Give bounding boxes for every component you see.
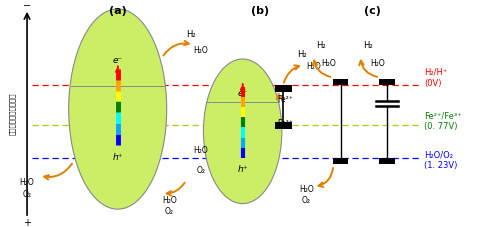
Text: H₂O: H₂O bbox=[20, 178, 34, 187]
Bar bbox=[274, 122, 291, 129]
Text: Fe²⁺: Fe²⁺ bbox=[277, 94, 293, 104]
Text: H₂O: H₂O bbox=[299, 185, 314, 194]
Bar bbox=[380, 79, 395, 85]
Text: H₂O: H₂O bbox=[194, 146, 208, 155]
Text: O₂: O₂ bbox=[196, 166, 205, 175]
Ellipse shape bbox=[68, 9, 166, 209]
Text: Fe²⁺/Fe³⁺
(0. 77V): Fe²⁺/Fe³⁺ (0. 77V) bbox=[424, 111, 462, 131]
Text: H₂O: H₂O bbox=[194, 46, 208, 55]
Text: H₂: H₂ bbox=[363, 41, 372, 50]
Text: (a): (a) bbox=[109, 6, 126, 16]
Text: (c): (c) bbox=[364, 6, 381, 16]
Bar bbox=[333, 79, 348, 85]
Bar bbox=[333, 158, 348, 164]
Text: h⁺: h⁺ bbox=[238, 165, 248, 174]
Text: h⁺: h⁺ bbox=[112, 153, 123, 163]
Text: H₂: H₂ bbox=[186, 30, 196, 39]
Text: O₂: O₂ bbox=[164, 207, 173, 216]
Text: H₂O: H₂O bbox=[321, 59, 336, 68]
Text: H₂O/O₂
(1. 23V): H₂O/O₂ (1. 23V) bbox=[424, 150, 458, 170]
Text: H₂O: H₂O bbox=[370, 59, 385, 68]
Text: H₂O: H₂O bbox=[162, 196, 176, 205]
Text: −: − bbox=[23, 1, 31, 11]
Text: +: + bbox=[23, 217, 31, 227]
Text: H₂: H₂ bbox=[296, 50, 306, 59]
Text: Fe³⁺: Fe³⁺ bbox=[277, 119, 293, 128]
Text: H₂O: H₂O bbox=[306, 62, 321, 71]
Bar bbox=[274, 85, 291, 92]
Text: 酸化還元ポテンシャル: 酸化還元ポテンシャル bbox=[9, 92, 16, 135]
Text: e⁻: e⁻ bbox=[112, 56, 123, 65]
Text: H₂/H⁺
(0V): H₂/H⁺ (0V) bbox=[424, 68, 448, 88]
Bar bbox=[380, 158, 395, 164]
Text: (b): (b) bbox=[250, 6, 269, 16]
Text: H₂: H₂ bbox=[316, 41, 326, 50]
Text: O₂: O₂ bbox=[302, 196, 311, 205]
Text: O₂: O₂ bbox=[22, 190, 32, 199]
Text: e⁻: e⁻ bbox=[238, 89, 248, 98]
Ellipse shape bbox=[204, 59, 282, 204]
